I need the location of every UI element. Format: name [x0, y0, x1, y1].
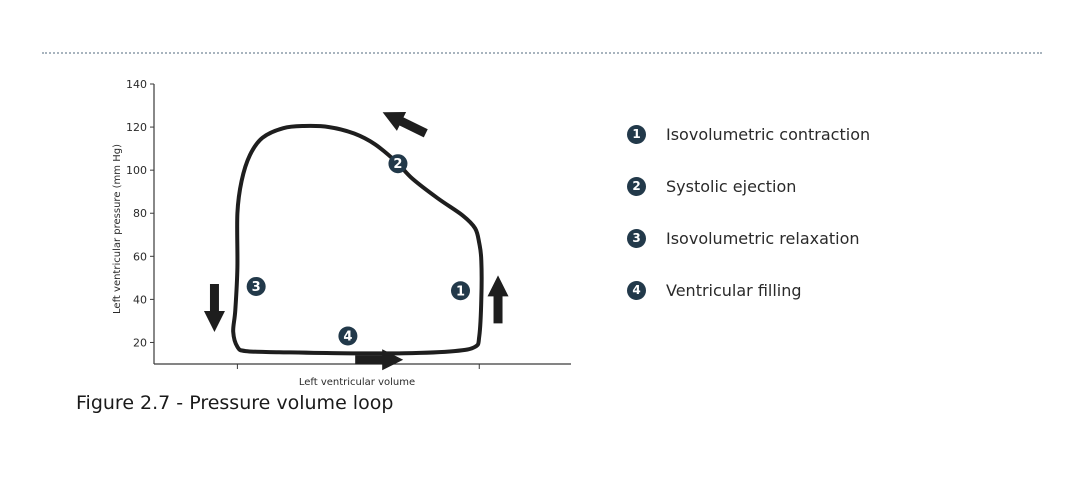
y-tick-label: 120	[126, 121, 147, 134]
phase-markers: 1 2 3 4	[246, 154, 470, 346]
y-axis-label: Left ventricular pressure (mm Hg)	[112, 144, 123, 314]
legend: 1 Isovolumetric contraction 2 Systolic e…	[627, 122, 927, 330]
phase-marker-label: 1	[456, 284, 465, 299]
x-axis-label: Left ventricular volume	[299, 377, 415, 388]
x-ticks	[236, 364, 480, 369]
direction-arrows	[203, 112, 509, 371]
number-2-icon	[388, 154, 408, 174]
phase-marker-4: 4	[338, 326, 358, 346]
phase-marker-1: 1	[450, 281, 470, 301]
number-1-icon: 1	[627, 124, 646, 144]
number-3-icon	[246, 276, 266, 296]
legend-item-ventricular-filling: 4 Ventricular filling	[627, 278, 927, 302]
phase-marker-label: 3	[252, 280, 261, 295]
number-3-icon: 3	[627, 228, 646, 248]
y-tick-label: 100	[126, 164, 147, 177]
phase-marker-label: 2	[393, 157, 402, 172]
y-ticks: 20 40 60 80 100 120 140	[126, 78, 154, 349]
number-4-icon	[338, 326, 358, 346]
y-tick-label: 60	[133, 250, 147, 263]
number-4-icon: 4	[627, 280, 646, 300]
legend-item-systolic-ejection: 2 Systolic ejection	[627, 174, 927, 198]
pressure-volume-loop-line	[231, 123, 484, 356]
legend-label: Ventricular filling	[666, 280, 802, 300]
arrow-right-icon	[355, 349, 404, 371]
number-2-icon: 2	[627, 176, 646, 196]
arrow-up-left-icon	[382, 112, 428, 138]
y-tick-label: 80	[133, 207, 147, 220]
legend-item-isovolumetric-contraction: 1 Isovolumetric contraction	[627, 122, 927, 146]
arrow-down-icon	[203, 284, 225, 332]
legend-label: Isovolumetric contraction	[666, 124, 871, 144]
y-tick-label: 140	[126, 78, 147, 91]
y-tick-label: 20	[133, 336, 147, 349]
y-tick-label: 40	[133, 293, 147, 306]
arrow-up-icon	[487, 275, 509, 324]
phase-marker-2: 2	[388, 154, 408, 174]
phase-marker-label: 4	[343, 330, 352, 345]
number-1-icon	[450, 281, 470, 301]
legend-label: Isovolumetric relaxation	[666, 228, 860, 248]
dotted-divider	[42, 52, 1042, 54]
phase-marker-3: 3	[246, 276, 266, 296]
legend-item-isovolumetric-relaxation: 3 Isovolumetric relaxation	[627, 226, 927, 250]
legend-label: Systolic ejection	[666, 176, 797, 196]
figure-caption: Figure 2.7 - Pressure volume loop	[76, 392, 394, 414]
